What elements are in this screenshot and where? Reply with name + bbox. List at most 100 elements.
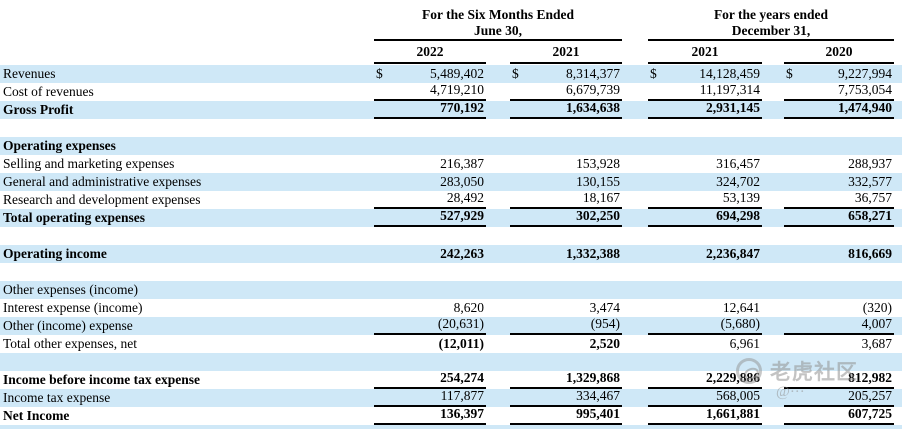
cell-value: 216,387 [440,156,484,171]
year-column-header: 2022 [374,42,486,64]
cell-value: (5,680) [720,316,760,331]
table-row: General and administrative expenses 283,0… [0,173,902,191]
section-header-row: Operating expenses [0,137,902,155]
cell-value: 1,661,881 [706,406,760,421]
cell-value: 283,050 [440,174,484,189]
table-row: Other (income) expense (20,631) (954) (5,68… [0,316,902,335]
value-cell: 568,005 [648,388,762,407]
right-pad [894,191,902,209]
cell-value: 4,719,210 [430,82,484,97]
value-cell: 332,577 [784,173,894,191]
cell-value: 995,401 [576,406,620,421]
cell-value: 36,757 [854,190,892,205]
spacer-row [0,119,902,137]
cell-value: 7,753,054 [838,82,892,97]
value-cell: 1,661,881 [648,406,762,425]
table-header-years: 2022 2021 2021 2020 [0,41,902,64]
value-cell: 136,397 [374,406,486,425]
value-cell: 18,167 [510,190,622,209]
cell-value: 28,492 [446,190,484,205]
cell-value: 130,155 [576,174,620,189]
cell-value: 2,520 [589,336,620,351]
cell-value: 53,139 [722,190,760,205]
cell-value: 658,271 [848,208,892,223]
header-group-six-months: For the Six Months Ended June 30, [374,0,622,41]
header-group-line1: For the years ended [713,7,829,22]
cell-value: 8,314,377 [566,66,620,81]
value-cell: 254,274 [374,370,486,389]
cell-value: 694,298 [716,208,760,223]
value-cell: 36,757 [784,190,894,209]
value-cell: 658,271 [784,208,894,227]
value-cell: 527,929 [374,208,486,227]
value-cell: 316,457 [648,155,762,173]
year-column-header: 2021 [648,42,762,64]
cell-value: 14,128,459 [699,66,760,81]
value-cell: $5,489,402 [374,65,486,83]
value-cell: 205,257 [784,388,894,407]
dollar-sign: $ [786,66,793,81]
value-cell: 6,961 [648,335,762,353]
cell-value: 568,005 [716,388,760,403]
value-cell: 1,332,388 [510,245,622,263]
table-row: Cost of revenues 4,719,210 6,679,739 11,197… [0,82,902,101]
cell-value: 332,577 [848,174,892,189]
header-group-line2: June 30, [473,23,522,38]
value-cell: (5,680) [648,316,762,335]
value-cell: 302,250 [510,208,622,227]
value-cell: 816,669 [784,245,894,263]
header-group-line2: December 31, [731,23,811,38]
table-row: Income before income tax expense 254,274 1… [0,370,902,389]
value-cell: 995,401 [510,406,622,425]
row-label: Research and development expenses [3,192,201,207]
table-row: Revenues $5,489,402 $8,314,377 $14,128,459 $… [0,65,902,83]
value-cell: 4,719,210 [374,82,486,101]
cell-value: 9,227,994 [838,66,892,81]
table-row: Selling and marketing expenses 216,387 153… [0,155,902,173]
cell-value: 12,641 [722,300,760,315]
right-pad [894,173,902,191]
cell-value: 1,474,940 [838,100,892,115]
value-cell: 324,702 [648,173,762,191]
right-pad [894,371,902,389]
cell-value: 153,928 [576,156,620,171]
dollar-sign: $ [650,66,657,81]
value-cell: 288,937 [784,155,894,173]
cell-value: (954) [590,316,620,331]
value-cell: 28,492 [374,190,486,209]
row-label: Other (income) expense [3,318,133,333]
value-cell: 7,753,054 [784,82,894,101]
row-label: Income tax expense [3,390,111,405]
value-cell: (320) [784,299,894,317]
cell-value: 770,192 [440,100,484,115]
value-cell: 4,007 [784,316,894,335]
table-row: Net Income 136,397 995,401 1,661,881 607,725 [0,406,902,425]
value-cell: $9,227,994 [784,65,894,83]
row-label: Operating income [3,246,107,261]
cell-value: 288,937 [848,156,892,171]
table-row: Gross Profit 770,192 1,634,638 2,931,145 1,4… [0,100,902,119]
cell-value: 316,457 [716,156,760,171]
cell-value: 812,982 [848,370,892,385]
value-cell: 12,641 [648,299,762,317]
value-cell: 8,620 [374,299,486,317]
section-header-row: Other expenses (income) [0,281,902,299]
dollar-sign: $ [376,66,383,81]
spacer-row [0,227,902,245]
table-row: Total operating expenses 527,929 302,250 69… [0,208,902,227]
cell-value: 5,489,402 [430,66,484,81]
cell-value: 117,877 [440,388,484,403]
table-row: Interest expense (income) 8,620 3,474 12,64… [0,299,902,317]
cell-value: 4,007 [861,316,892,331]
cell-value: 205,257 [848,388,892,403]
value-cell: 694,298 [648,208,762,227]
cell-value: 2,931,145 [706,100,760,115]
cell-value: 8,620 [453,300,484,315]
cell-value: 3,687 [861,336,892,351]
cell-value: 607,725 [848,406,892,421]
cell-value: (320) [862,300,892,315]
value-cell: 130,155 [510,173,622,191]
cell-value: 324,702 [716,174,760,189]
value-cell: (20,631) [374,316,486,335]
value-cell: 2,931,145 [648,100,762,119]
